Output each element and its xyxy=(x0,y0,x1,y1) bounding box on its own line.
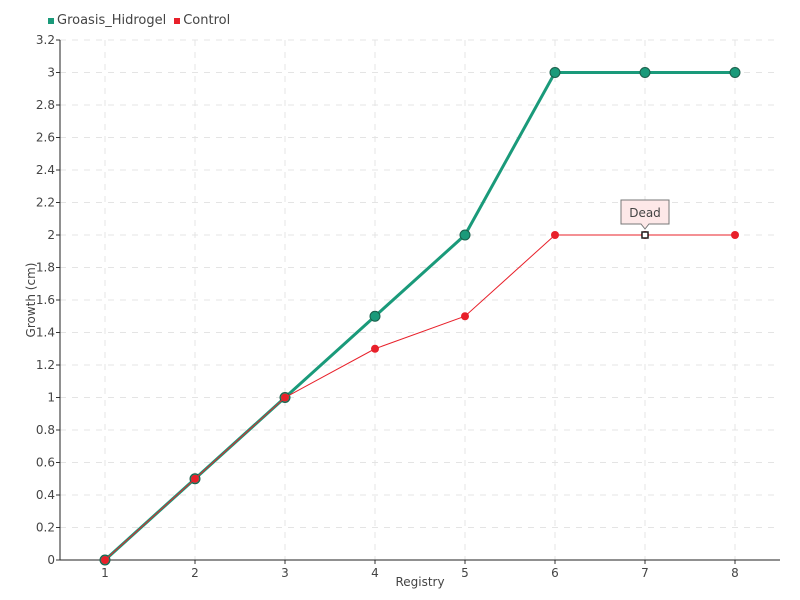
data-point xyxy=(549,67,561,78)
legend-label: Control xyxy=(183,13,231,28)
x-tick-label: 7 xyxy=(641,566,649,580)
y-tick-label: 2.8 xyxy=(36,98,55,112)
series-line-control xyxy=(104,234,735,561)
legend-label: Groasis_Hidrogel xyxy=(57,13,167,28)
y-tick-label: 1.6 xyxy=(36,293,55,307)
y-tick-label: 0.4 xyxy=(36,488,55,502)
annotation-box xyxy=(620,199,670,230)
data-point xyxy=(369,310,381,322)
data-point xyxy=(729,67,741,78)
x-tick-label: 1 xyxy=(101,566,109,580)
data-point xyxy=(101,556,109,564)
data-point xyxy=(371,344,379,353)
data-point xyxy=(639,67,651,78)
x-tick-label: 8 xyxy=(731,566,739,580)
y-tick-label: 0 xyxy=(47,553,55,567)
y-tick-label: 2.2 xyxy=(36,196,55,210)
x-tick-label: 2 xyxy=(191,566,199,580)
data-point xyxy=(731,231,739,239)
legend: Groasis_Hidrogel Control xyxy=(48,13,230,28)
data-point xyxy=(459,229,471,241)
y-tick-label: 2.4 xyxy=(36,163,55,177)
x-tick-label: 6 xyxy=(551,566,559,580)
y-tick-label: 1.2 xyxy=(36,358,55,372)
annotation-label: Dead xyxy=(629,206,661,220)
x-tick-label: 3 xyxy=(281,566,289,580)
x-tick-label: 4 xyxy=(371,566,379,580)
x-axis-label: Registry xyxy=(395,575,444,589)
annotation-marker xyxy=(641,231,649,239)
legend-item-control[interactable]: Control xyxy=(174,13,230,28)
y-tick-label: 2 xyxy=(47,228,55,242)
y-tick-label: 0.6 xyxy=(36,456,55,470)
data-point xyxy=(281,393,289,402)
y-tick-label: 1.8 xyxy=(36,261,55,275)
y-tick-label: 3.2 xyxy=(36,33,55,47)
y-axis-label: Growth (cm) xyxy=(24,263,38,338)
x-tick-label: 5 xyxy=(461,566,469,580)
data-point xyxy=(461,312,469,321)
y-tick-label: 3 xyxy=(47,66,55,80)
legend-swatch xyxy=(174,17,181,24)
y-tick-label: 0.8 xyxy=(36,423,55,437)
y-tick-label: 1.4 xyxy=(36,326,55,340)
y-tick-label: 0.2 xyxy=(36,521,55,535)
data-point xyxy=(551,231,559,239)
legend-item-groasis[interactable]: Groasis_Hidrogel xyxy=(48,13,166,28)
y-tick-label: 2.6 xyxy=(36,131,55,145)
data-point xyxy=(191,474,199,483)
legend-swatch xyxy=(48,17,54,24)
series-line-groasis xyxy=(103,71,735,562)
y-tick-label: 1 xyxy=(47,391,55,405)
